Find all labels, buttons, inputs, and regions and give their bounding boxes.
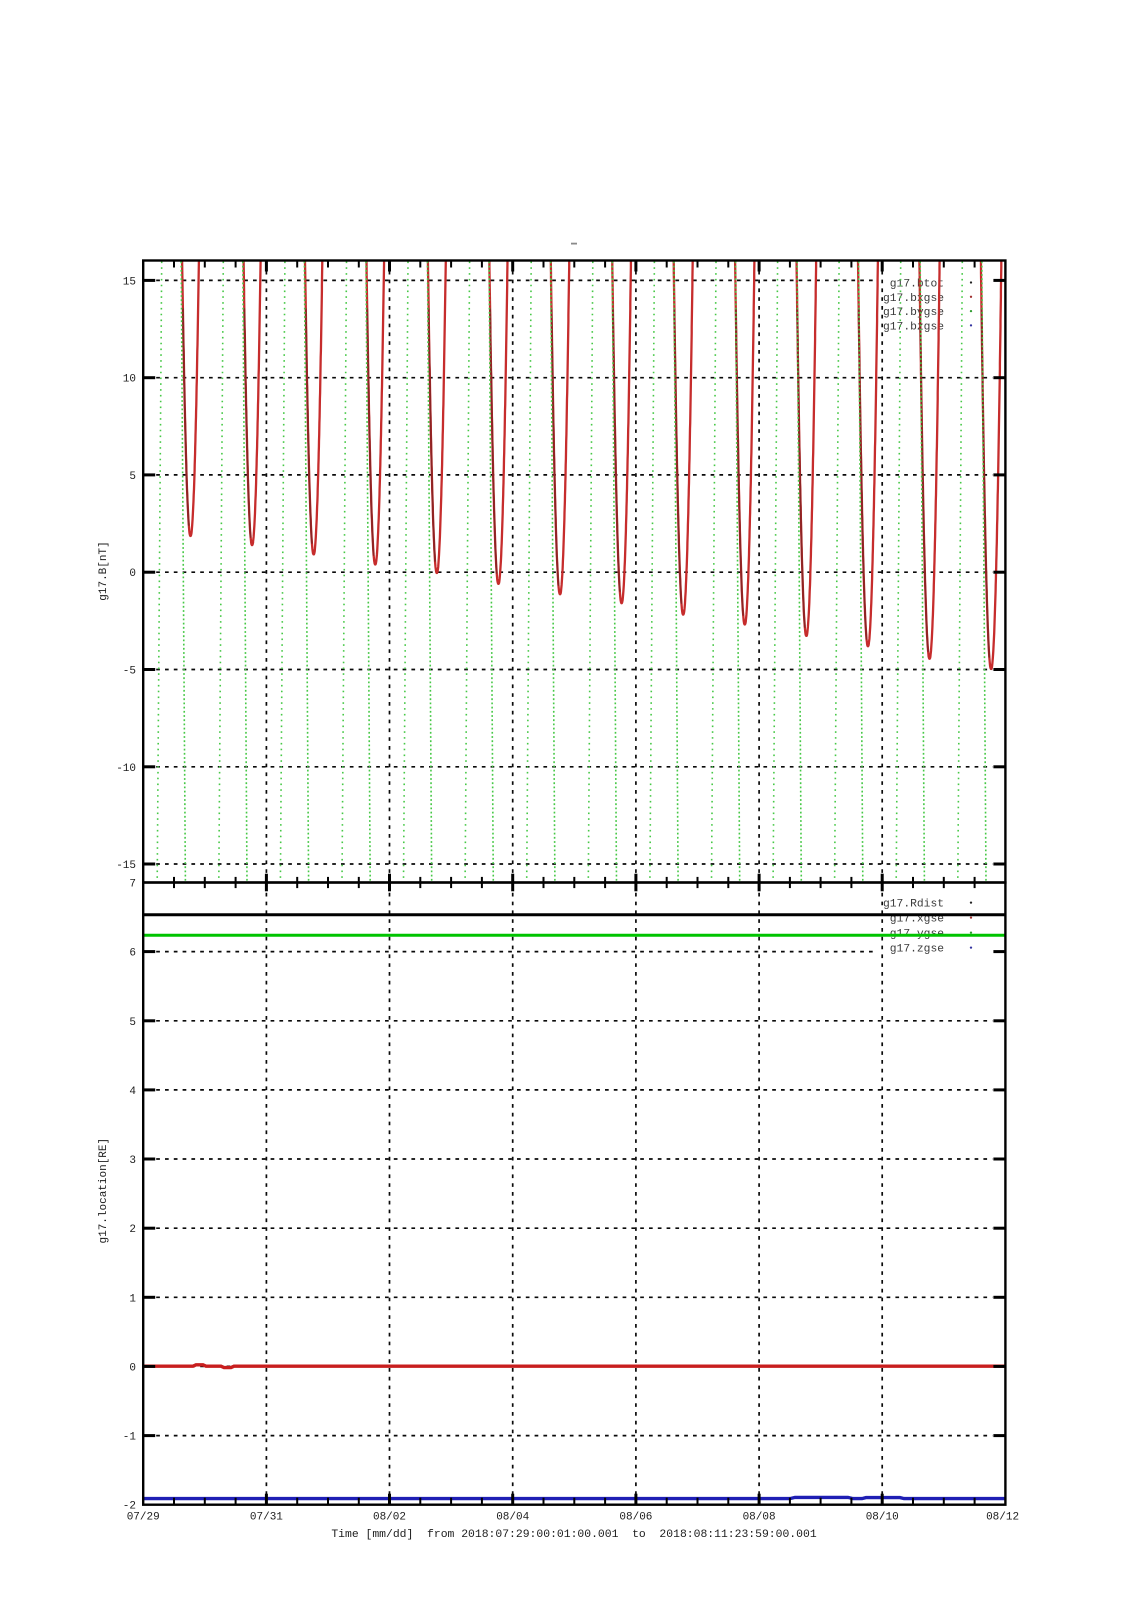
- svg-text:5: 5: [129, 471, 136, 483]
- svg-text:15: 15: [123, 276, 136, 288]
- svg-text:6: 6: [129, 948, 136, 960]
- svg-text:08/06: 08/06: [619, 1512, 652, 1524]
- svg-text:g17.xgse: g17.xgse: [890, 914, 944, 926]
- svg-text:08/12: 08/12: [986, 1512, 1019, 1524]
- svg-text:08/10: 08/10: [866, 1512, 899, 1524]
- svg-text:3: 3: [129, 1155, 136, 1167]
- svg-text:-2: -2: [123, 1501, 136, 1513]
- svg-text:g17.btot: g17.btot: [890, 279, 944, 291]
- svg-text:10: 10: [123, 374, 136, 386]
- svg-text:08/02: 08/02: [373, 1512, 406, 1524]
- svg-text:Time [mm/dd] from 2018:07:29:: Time [mm/dd] from 2018:07:29:00:01:00.00…: [331, 1529, 816, 1541]
- svg-text:g17.Rdist: g17.Rdist: [883, 899, 944, 911]
- svg-text:2: 2: [129, 1224, 136, 1236]
- svg-text:7: 7: [129, 879, 136, 891]
- svg-text:g17.B[nT]: g17.B[nT]: [98, 541, 110, 600]
- svg-text:g17.zgse: g17.zgse: [890, 944, 944, 956]
- svg-text:-5: -5: [123, 666, 136, 678]
- svg-text:08/08: 08/08: [743, 1512, 776, 1524]
- svg-text:g17.bxgse: g17.bxgse: [883, 293, 944, 305]
- svg-text:g17.bygse: g17.bygse: [883, 307, 944, 319]
- svg-text:4: 4: [129, 1086, 136, 1098]
- svg-text:07/31: 07/31: [250, 1512, 283, 1524]
- svg-text:0: 0: [129, 1362, 136, 1374]
- svg-text:07/29: 07/29: [127, 1512, 160, 1524]
- svg-text:0: 0: [129, 568, 136, 580]
- svg-text:g17.bzgse: g17.bzgse: [883, 321, 944, 333]
- svg-text:5: 5: [129, 1017, 136, 1029]
- svg-text:08/04: 08/04: [496, 1512, 529, 1524]
- svg-text:-1: -1: [123, 1432, 137, 1444]
- svg-text:-15: -15: [116, 860, 136, 872]
- svg-text:g17.location[RE]: g17.location[RE]: [98, 1138, 110, 1244]
- svg-text:1: 1: [129, 1293, 136, 1305]
- svg-text:-10: -10: [116, 763, 136, 775]
